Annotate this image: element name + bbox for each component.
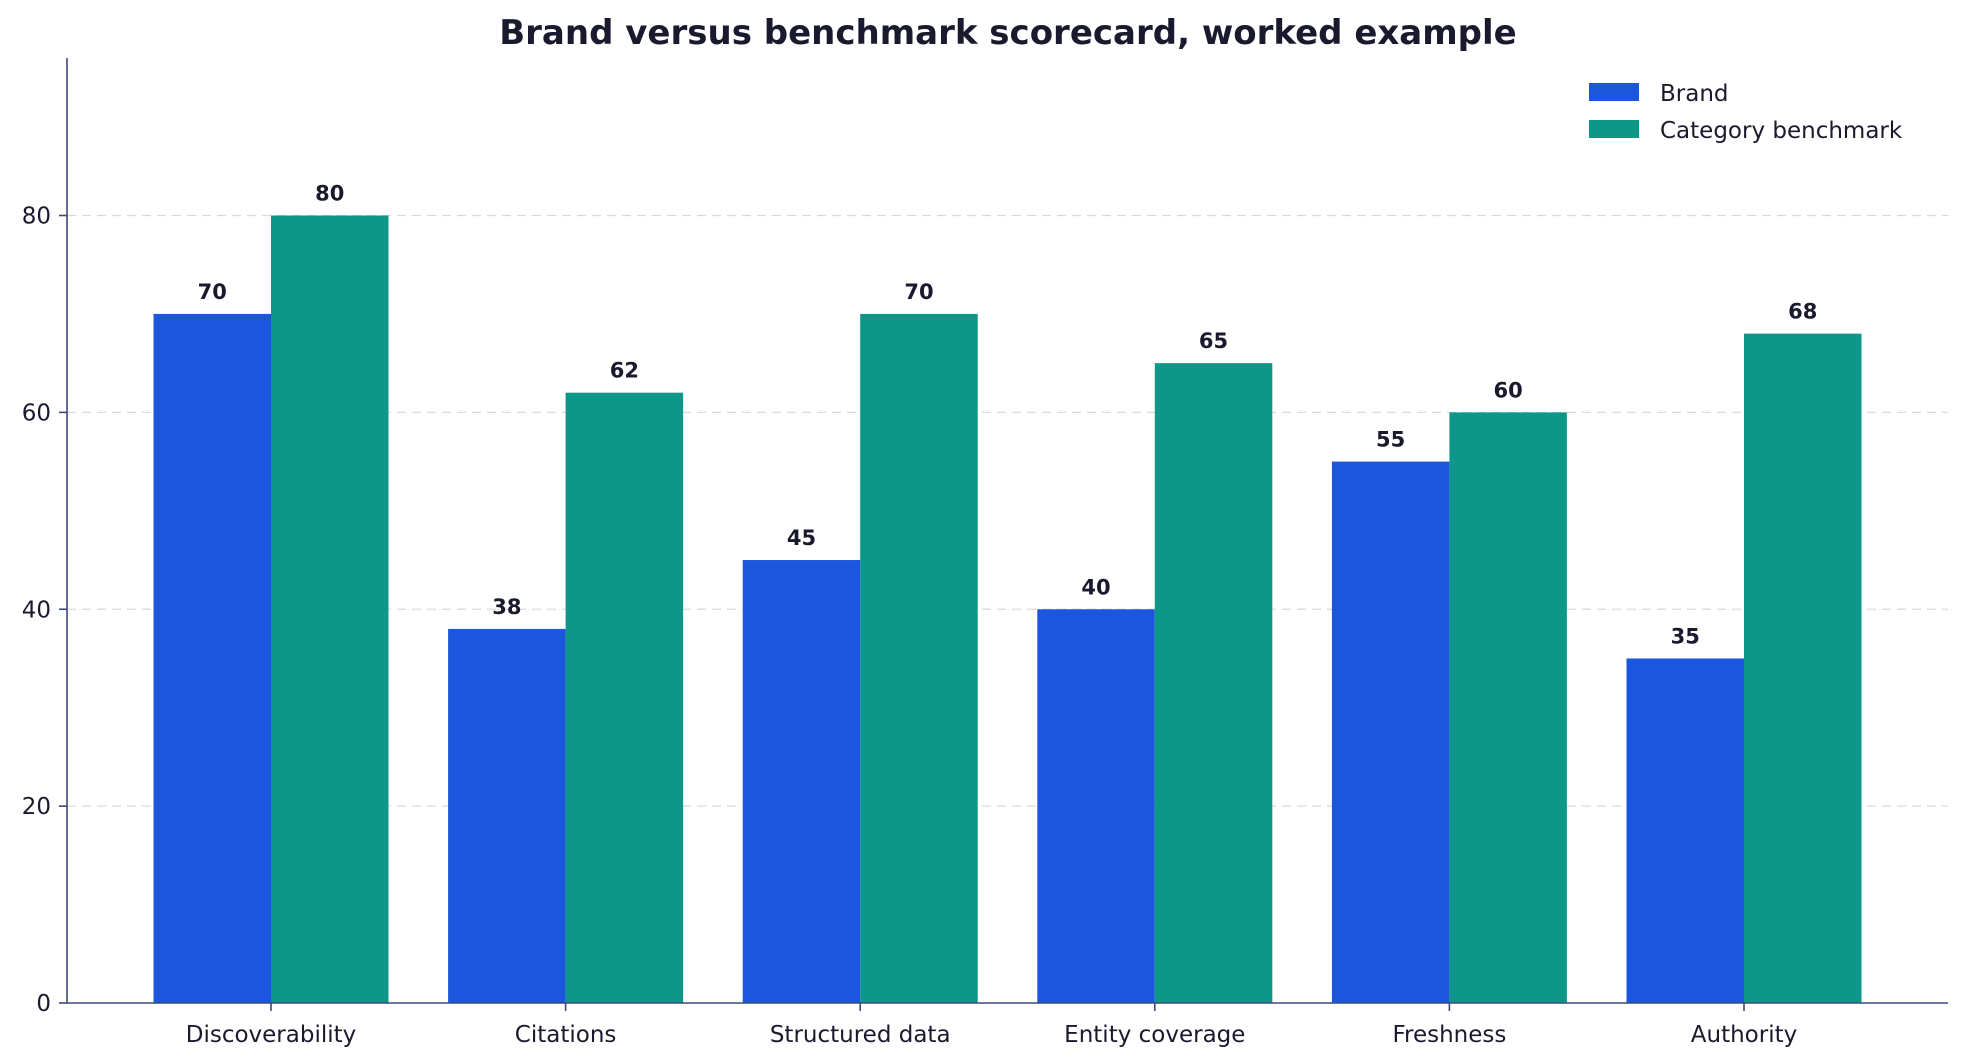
data-labels: 70 80 38 62 45 70 40 65 55 60 35 68 [198, 182, 1818, 649]
y-tick-label: 60 [22, 400, 51, 426]
legend-swatch [1589, 83, 1639, 101]
x-tick-label: Citations [515, 1022, 617, 1048]
legend-swatch [1589, 120, 1639, 138]
bar-benchmark [1449, 412, 1567, 1003]
bar-benchmark [860, 313, 978, 1003]
data-label: 40 [1081, 575, 1110, 599]
bars [153, 215, 1862, 1003]
legend-label: Brand [1660, 81, 1729, 107]
bar-brand [742, 560, 861, 1003]
data-label: 70 [904, 280, 933, 304]
data-label: 38 [492, 595, 521, 619]
data-label: 68 [1788, 300, 1817, 324]
bar-benchmark [271, 215, 389, 1003]
bar-benchmark [1154, 363, 1273, 1003]
data-label: 60 [1494, 378, 1523, 402]
chart-title: Brand versus benchmark scorecard, worked… [499, 13, 1516, 53]
legend: Brand Category benchmark [1589, 81, 1903, 144]
x-tick-label: Discoverability [186, 1022, 357, 1048]
x-tick-label: Authority [1691, 1022, 1797, 1048]
legend-label: Category benchmark [1660, 118, 1903, 144]
x-tick-label: Structured data [770, 1022, 951, 1048]
data-label: 55 [1376, 428, 1405, 452]
data-label: 35 [1671, 624, 1700, 648]
data-label: 70 [198, 280, 227, 304]
bar-brand [448, 628, 566, 1003]
bar-benchmark [565, 392, 684, 1003]
y-tick-label: 40 [22, 597, 51, 623]
y-tick-label: 0 [36, 991, 51, 1017]
data-label: 65 [1199, 329, 1228, 353]
x-tick-label: Freshness [1392, 1022, 1506, 1048]
data-label: 45 [787, 526, 816, 550]
axis-ticks: 0 20 40 60 80 Discoverability Citations Structu… [22, 204, 1798, 1049]
y-tick-label: 20 [22, 794, 51, 820]
data-label: 62 [610, 359, 639, 383]
y-tick-label: 80 [22, 204, 51, 230]
bar-brand [1037, 609, 1155, 1003]
bar-benchmark [1744, 333, 1862, 1003]
bar-brand [153, 313, 271, 1003]
data-label: 80 [315, 182, 344, 206]
bar-brand [1331, 461, 1450, 1003]
x-tick-label: Entity coverage [1064, 1022, 1245, 1048]
bar-brand [1626, 658, 1744, 1003]
